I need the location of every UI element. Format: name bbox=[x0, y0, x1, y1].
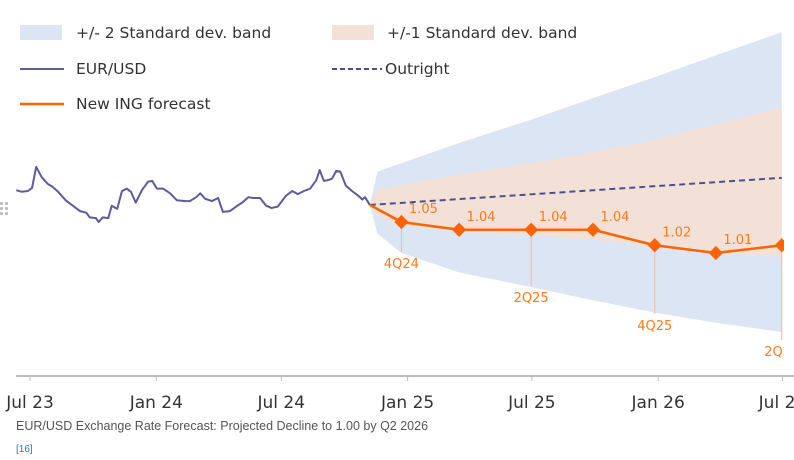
eurusd-forecast-chart: 4Q24 1.05 1.04 2Q25 1.04 1.04 4Q25 1.02 1.01 2Q26… bbox=[5, 24, 794, 413]
forecast-point bbox=[774, 238, 784, 253]
forecast-point bbox=[647, 238, 662, 253]
legend-swatch-band1 bbox=[332, 25, 374, 40]
x-tick-label: Jul 23 bbox=[5, 393, 54, 413]
legend-swatch-band2 bbox=[20, 25, 62, 40]
forecast-point bbox=[585, 222, 601, 237]
x-tick-label: Jul 24 bbox=[256, 393, 305, 413]
legend-label-forecast: New ING forecast bbox=[76, 95, 211, 113]
legend-label-band2: +/- 2 Standard dev. band bbox=[76, 24, 271, 42]
forecast-value-label: 1.02 bbox=[662, 225, 691, 240]
plot-area: 4Q24 1.05 1.04 2Q25 1.04 1.04 4Q25 1.02 1.01 2Q26… bbox=[15, 32, 794, 360]
x-tick-label: Jul 26 bbox=[758, 393, 794, 413]
outright-line bbox=[369, 176, 782, 206]
x-tick-label: Jan 25 bbox=[380, 393, 434, 413]
forecast-line bbox=[369, 203, 782, 255]
quarter-label: 4Q25 bbox=[637, 319, 672, 334]
x-tick-label: Jul 25 bbox=[507, 393, 556, 413]
forecast-value-label: 1.01 bbox=[723, 233, 752, 248]
forecast-value-label: 1.04 bbox=[539, 210, 568, 225]
eurusd-line bbox=[15, 165, 371, 223]
x-tick-label: Jan 26 bbox=[631, 393, 685, 413]
forecast-point bbox=[394, 214, 409, 230]
figure-caption: EUR/USD Exchange Rate Forecast: Projecte… bbox=[16, 419, 429, 433]
legend-label-band1: +/-1 Standard dev. band bbox=[387, 24, 577, 42]
x-tick-label: Jan 24 bbox=[129, 393, 183, 413]
forecast-point bbox=[524, 222, 539, 237]
band-1sd bbox=[369, 107, 782, 257]
x-axis: Jul 23 Jan 24 Jul 24 Jan 25 Jul 25 Jan 26 Jul … bbox=[5, 375, 794, 413]
forecast-value-label: 1.04 bbox=[467, 210, 496, 225]
quarter-label: 4Q24 bbox=[384, 257, 419, 272]
quarter-label: 2Q26 bbox=[764, 345, 794, 360]
forecast-point bbox=[452, 222, 467, 237]
drag-handle-icon[interactable] bbox=[0, 202, 9, 216]
forecast-value-label: 1.04 bbox=[600, 210, 629, 225]
quarter-label: 2Q25 bbox=[514, 291, 549, 306]
forecast-value-label: 1.05 bbox=[409, 202, 438, 217]
forecast-point bbox=[708, 245, 723, 261]
forecast-value-label: 1.02 bbox=[789, 225, 794, 240]
legend: +/- 2 Standard dev. band +/-1 Standard d… bbox=[20, 24, 577, 113]
reference-link[interactable]: [16] bbox=[16, 444, 33, 455]
legend-label-eurusd: EUR/USD bbox=[76, 60, 146, 78]
legend-label-outright: Outright bbox=[385, 60, 450, 78]
